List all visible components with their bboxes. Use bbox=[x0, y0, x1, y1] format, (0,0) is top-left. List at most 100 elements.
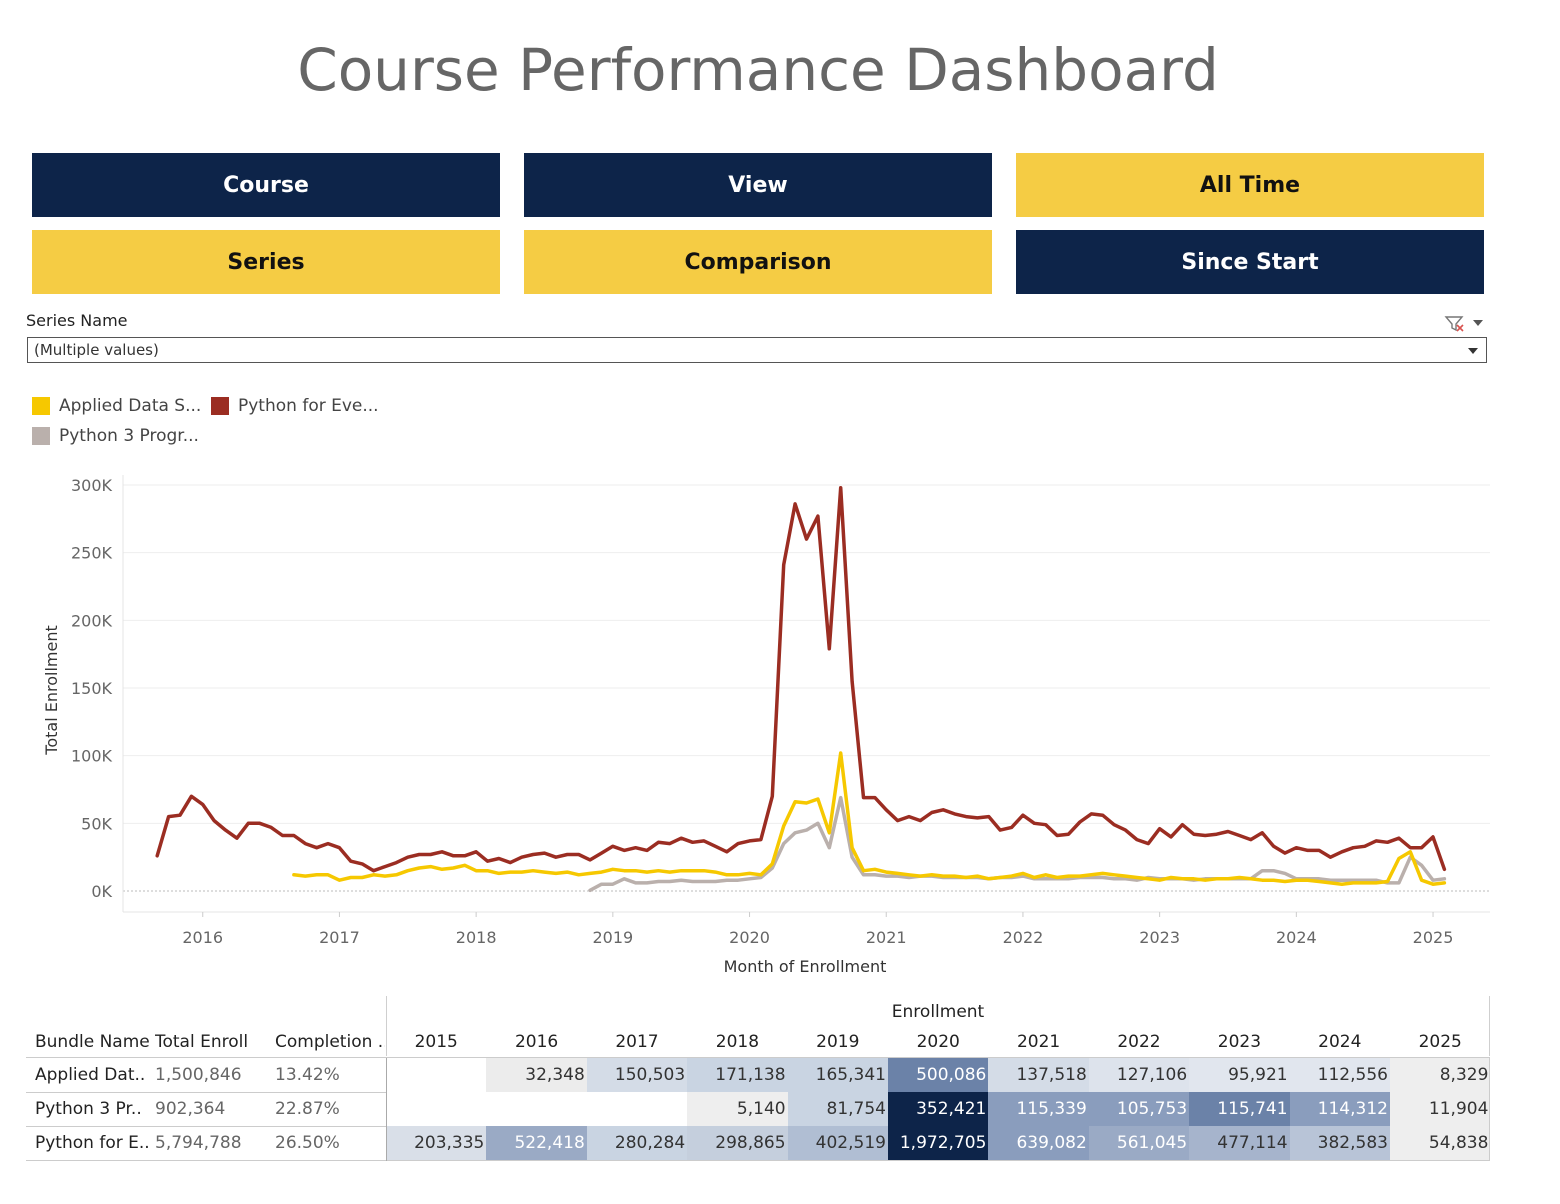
enrollment-cell: 500,086 bbox=[888, 1058, 989, 1092]
y-axis-title: Total Enrollment bbox=[42, 625, 61, 755]
year-header: 2021 bbox=[1016, 1032, 1061, 1052]
col-header-total-enroll: Total Enroll bbox=[155, 1032, 249, 1052]
year-header: 2015 bbox=[414, 1032, 458, 1052]
year-header: 2016 bbox=[514, 1032, 559, 1052]
row-completion: 22.87% bbox=[275, 1099, 340, 1119]
legend-label-applied-data: Applied Data S... bbox=[59, 396, 202, 416]
x-axis-title: Month of Enrollment bbox=[724, 957, 887, 976]
comparison-button[interactable]: Comparison bbox=[524, 230, 992, 294]
enrollment-cell: 402,519 bbox=[787, 1126, 888, 1160]
enrollment-cell: 115,339 bbox=[988, 1092, 1089, 1126]
enrollment-cell: 115,741 bbox=[1189, 1092, 1290, 1126]
x-tick-label: 2023 bbox=[1139, 928, 1180, 947]
col-header-bundle-name: Bundle Name bbox=[35, 1032, 150, 1052]
enrollment-cell: 8,329 bbox=[1390, 1058, 1491, 1092]
chevron-down-icon bbox=[1468, 348, 1478, 354]
table-header-band bbox=[386, 996, 1490, 1056]
enrollment-group-header: Enrollment bbox=[891, 1002, 985, 1022]
year-header: 2023 bbox=[1217, 1032, 1262, 1052]
row-divider bbox=[26, 1160, 1490, 1161]
row-total-enroll: 902,364 bbox=[155, 1099, 226, 1119]
series-name-filter-label: Series Name bbox=[26, 311, 128, 330]
legend-label-python3: Python 3 Progr... bbox=[59, 426, 199, 446]
x-tick-label: 2018 bbox=[456, 928, 497, 947]
enrollment-line-chart: 0K 50K 100K 150K 200K 250K 300K 2016 2017 2018 20… bbox=[42, 475, 1490, 976]
x-tick-label: 2021 bbox=[866, 928, 907, 947]
enrollment-cell: 477,114 bbox=[1189, 1126, 1290, 1160]
enrollment-cell bbox=[386, 1092, 487, 1126]
x-tick-label: 2022 bbox=[1003, 928, 1044, 947]
enrollment-table: Enrollment Bundle Name Total Enroll Comp… bbox=[0, 996, 1560, 1204]
course-button[interactable]: Course bbox=[32, 153, 500, 217]
enrollment-cell: 114,312 bbox=[1289, 1092, 1390, 1126]
year-header: 2020 bbox=[916, 1032, 960, 1052]
year-header: 2019 bbox=[816, 1032, 860, 1052]
x-tick-label: 2019 bbox=[592, 928, 633, 947]
enrollment-cell bbox=[486, 1092, 587, 1126]
row-completion: 26.50% bbox=[275, 1133, 340, 1153]
y-tick-label: 200K bbox=[71, 611, 113, 630]
enrollment-cell: 561,045 bbox=[1088, 1126, 1190, 1160]
enrollment-cell: 522,418 bbox=[486, 1126, 587, 1160]
all-time-button[interactable]: All Time bbox=[1016, 153, 1484, 217]
enrollment-cell: 280,284 bbox=[586, 1126, 688, 1160]
y-tick-label: 100K bbox=[71, 747, 113, 766]
enrollment-cell: 165,341 bbox=[787, 1058, 888, 1092]
legend-label-python-everybody: Python for Eve... bbox=[238, 396, 379, 416]
series-line-python-for-eve[interactable] bbox=[155, 485, 1447, 873]
year-header: 2025 bbox=[1418, 1032, 1462, 1052]
enrollment-cell: 150,503 bbox=[586, 1058, 688, 1092]
legend-item-applied-data[interactable]: Applied Data S... bbox=[32, 395, 201, 417]
clear-filter-icon[interactable] bbox=[1444, 312, 1488, 334]
col-header-completion: Completion .. bbox=[275, 1032, 385, 1052]
enrollment-cell: 639,082 bbox=[988, 1126, 1089, 1160]
year-header: 2024 bbox=[1318, 1032, 1362, 1052]
enrollment-cell: 11,904 bbox=[1390, 1092, 1491, 1126]
x-tick-label: 2020 bbox=[729, 928, 770, 947]
enrollment-cell: 171,138 bbox=[687, 1058, 788, 1092]
enrollment-cell bbox=[586, 1092, 688, 1126]
enrollment-cell: 352,421 bbox=[888, 1092, 989, 1126]
enrollment-cell: 382,583 bbox=[1289, 1126, 1390, 1160]
enrollment-cell bbox=[386, 1058, 487, 1092]
enrollment-cell: 298,865 bbox=[687, 1126, 788, 1160]
y-tick-label: 150K bbox=[71, 679, 113, 698]
enrollment-cell: 95,921 bbox=[1189, 1058, 1290, 1092]
series-name-dropdown[interactable]: (Multiple values) bbox=[27, 337, 1487, 363]
year-header: 2017 bbox=[615, 1032, 659, 1052]
row-completion: 13.42% bbox=[275, 1065, 340, 1085]
year-header: 2022 bbox=[1117, 1032, 1161, 1052]
series-name-dropdown-value: (Multiple values) bbox=[34, 341, 159, 359]
enrollment-cell: 203,335 bbox=[386, 1126, 487, 1160]
enrollment-cell: 112,556 bbox=[1289, 1058, 1390, 1092]
enrollment-cell: 127,106 bbox=[1088, 1058, 1190, 1092]
table-grid-border bbox=[386, 1058, 1490, 1161]
header-divider bbox=[26, 1057, 1490, 1058]
row-bundle-name: Python 3 Pr.. bbox=[35, 1099, 142, 1119]
y-tick-label: 50K bbox=[81, 814, 112, 833]
filter-controls bbox=[1444, 312, 1488, 334]
view-button[interactable]: View bbox=[524, 153, 992, 217]
legend-swatch-python3 bbox=[32, 427, 50, 445]
enrollment-cell: 1,972,705 bbox=[888, 1126, 989, 1160]
row-bundle-name: Python for E.. bbox=[35, 1133, 150, 1153]
legend-swatch-python-everybody bbox=[211, 397, 229, 415]
y-tick-label: 250K bbox=[71, 544, 113, 563]
enrollment-cell: 5,140 bbox=[687, 1092, 788, 1126]
enrollment-cell: 137,518 bbox=[988, 1058, 1089, 1092]
row-total-enroll: 1,500,846 bbox=[155, 1065, 242, 1085]
row-total-enroll: 5,794,788 bbox=[155, 1133, 242, 1153]
since-start-button[interactable]: Since Start bbox=[1016, 230, 1484, 294]
y-tick-label: 300K bbox=[71, 476, 113, 495]
enrollment-cell: 54,838 bbox=[1390, 1126, 1491, 1160]
page-title: Course Performance Dashboard bbox=[297, 36, 1219, 104]
series-line-applied-data-s[interactable] bbox=[292, 751, 1447, 886]
legend-swatch-applied-data bbox=[32, 397, 50, 415]
x-tick-label: 2025 bbox=[1413, 928, 1454, 947]
y-tick-label: 0K bbox=[91, 882, 112, 901]
x-tick-label: 2024 bbox=[1276, 928, 1317, 947]
legend-item-python3[interactable]: Python 3 Progr... bbox=[32, 425, 199, 447]
year-header: 2018 bbox=[715, 1032, 760, 1052]
series-button[interactable]: Series bbox=[32, 230, 500, 294]
legend-item-python-everybody[interactable]: Python for Eve... bbox=[211, 395, 379, 417]
